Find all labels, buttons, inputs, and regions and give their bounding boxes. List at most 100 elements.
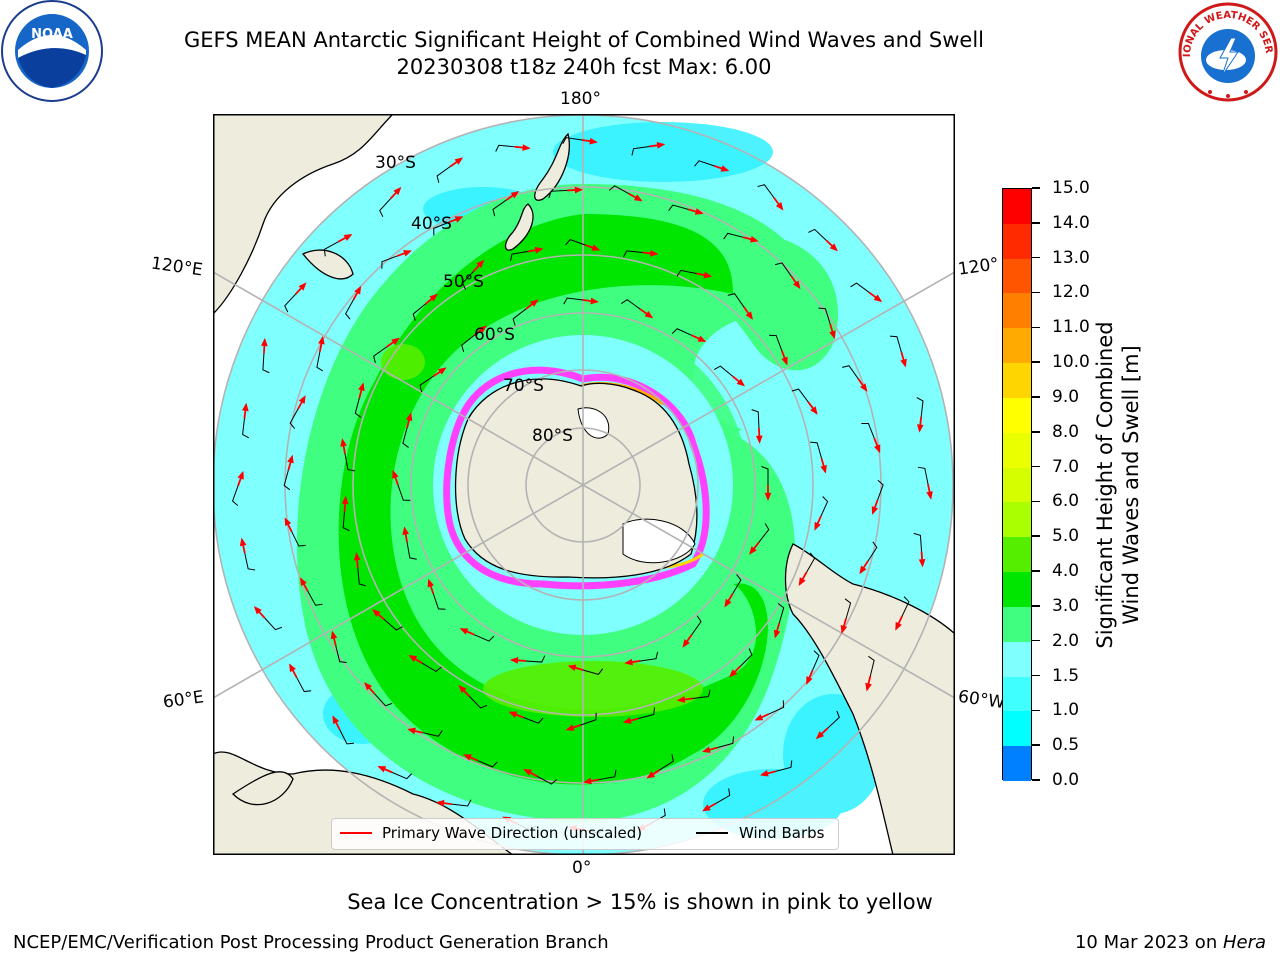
- barb-legend-label: Wind Barbs: [739, 824, 825, 842]
- wave-arrow-head: [530, 299, 539, 307]
- polar-stereographic-map: 30°S 40°S 50°S 60°S 70°S 80°S: [213, 114, 955, 855]
- map-panel: 30°S 40°S 50°S 60°S 70°S 80°S: [213, 114, 955, 855]
- lat-label-40s: 40°S: [411, 214, 452, 234]
- wave-arrow-head: [859, 383, 868, 392]
- wind-barb: [723, 232, 744, 240]
- wind-barb: [850, 282, 870, 293]
- wind-barb: [810, 441, 822, 459]
- wave-arrow-head: [656, 142, 666, 149]
- colorbar-tick-label: 2.0: [1052, 630, 1080, 651]
- wave-arrow-head: [781, 356, 788, 366]
- colorbar-tick-mark: [1032, 465, 1040, 468]
- wave-arrow-head: [650, 249, 659, 257]
- wave-arrow-head: [703, 271, 713, 279]
- wave-arrow-head: [478, 325, 487, 334]
- colorbar-tick-mark: [1032, 326, 1040, 329]
- wind-barb: [381, 255, 398, 269]
- wind-barb: [284, 293, 296, 313]
- wind-barb: [842, 365, 859, 380]
- wind-barb: [715, 788, 731, 804]
- wind-barb: [432, 593, 446, 610]
- wind-barb: [791, 388, 809, 403]
- wave-arrow-head: [358, 382, 365, 392]
- wave-arrow-head: [402, 526, 409, 536]
- wind-barb: [916, 397, 924, 417]
- wave-arrow-head: [242, 402, 249, 412]
- wind-barb: [262, 353, 270, 374]
- wave-arrow-head: [829, 243, 838, 252]
- wind-barb: [775, 262, 792, 277]
- wind-barb: [323, 241, 339, 257]
- colorbar-tick-mark: [1032, 570, 1040, 572]
- colorbar-tick-mark: [1032, 222, 1040, 224]
- wind-barb: [768, 700, 785, 715]
- wind-barb: [316, 351, 324, 372]
- map-legend: Primary Wave Direction (unscaled) Wind B…: [331, 818, 839, 850]
- wind-barb: [676, 269, 697, 277]
- barb-line-swatch: [696, 832, 728, 834]
- wave-arrow-head: [287, 454, 294, 464]
- wind-barb: [808, 228, 827, 241]
- wind-barb: [419, 375, 434, 393]
- wave-arrow-head: [702, 804, 711, 812]
- wind-barb: [740, 648, 753, 667]
- wave-arrow-head: [340, 438, 347, 447]
- wave-arrow-head: [810, 406, 818, 415]
- wave-arrow-head: [403, 250, 412, 257]
- wave-arrow-head: [754, 714, 764, 721]
- south-america-landmass: [784, 543, 955, 855]
- wave-arrow-head: [589, 137, 598, 145]
- wave-arrow-head: [391, 337, 400, 346]
- wind-barb: [474, 634, 495, 642]
- wave-arrow-head: [806, 676, 813, 685]
- wind-barb: [582, 668, 604, 675]
- wave-arrow-head: [724, 598, 732, 608]
- wind-barb: [761, 465, 769, 485]
- wind-barb: [335, 645, 347, 664]
- wind-barb: [307, 590, 323, 606]
- wave-arrow-head: [859, 565, 867, 575]
- wind-barb: [659, 754, 674, 771]
- wind-barb: [775, 760, 793, 772]
- wave-arrow-head: [523, 768, 533, 776]
- colorbar-segment: [1003, 676, 1031, 712]
- wind-barb: [889, 335, 902, 353]
- colorbar-tick-mark: [1032, 291, 1040, 294]
- lat-label-30s: 30°S: [375, 153, 416, 173]
- wind-barb: [244, 553, 256, 571]
- wave-arrow-head: [682, 639, 690, 648]
- wave-arrow-head: [341, 495, 349, 505]
- wave-arrow-head: [509, 657, 519, 664]
- wind-barb: [264, 617, 283, 631]
- wind-barb: [495, 144, 515, 152]
- wave-arrow-head: [565, 724, 575, 731]
- colorbar-tick-mark: [1032, 431, 1040, 433]
- wind-barb: [296, 677, 312, 693]
- wind-barb: [758, 523, 770, 543]
- colorbar-segment: [1003, 572, 1031, 608]
- colorbar-tick-mark: [1032, 639, 1040, 642]
- wind-barb: [436, 166, 451, 183]
- wind-barb: [461, 271, 474, 290]
- colorbar-tick-mark: [1032, 709, 1040, 712]
- wave-arrow-head: [318, 335, 325, 345]
- wave-arrow-head: [393, 186, 402, 196]
- wave-arrow-head: [729, 669, 738, 678]
- colorbar-segment: [1003, 502, 1031, 538]
- colorbar-segment: [1003, 711, 1031, 747]
- wind-barb: [406, 542, 417, 560]
- colorbar-segment: [1003, 328, 1031, 364]
- lon-label-0: 0°: [572, 858, 592, 878]
- colorbar-segment: [1003, 746, 1031, 782]
- wind-barb: [640, 651, 659, 662]
- wave-line-swatch: [340, 832, 372, 834]
- wave-arrow-head: [590, 297, 599, 305]
- wave-arrow-head: [701, 746, 711, 753]
- lat-label-80s: 80°S: [532, 426, 573, 446]
- sea-ice-caption: Sea Ice Concentration > 15% is shown in …: [347, 890, 933, 914]
- wave-arrow-head: [343, 234, 353, 241]
- wave-arrow-head: [377, 766, 387, 773]
- wave-arrow-head: [676, 696, 686, 703]
- wind-barb: [623, 250, 643, 258]
- wave-arrow-head: [574, 186, 584, 194]
